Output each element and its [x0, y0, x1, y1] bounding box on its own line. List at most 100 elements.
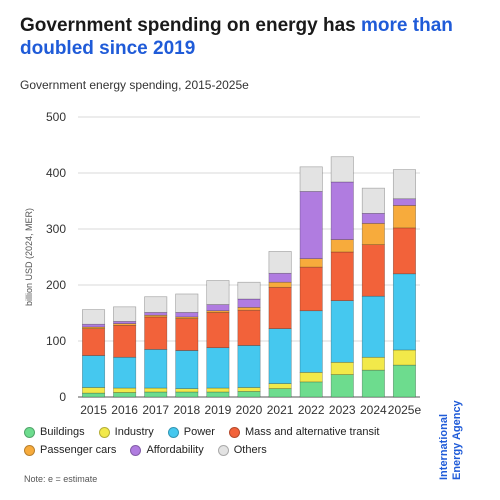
chart-subtitle: Government energy spending, 2015-2025e: [20, 78, 249, 92]
bar-segment: [113, 387, 137, 393]
bar-segment: [392, 169, 416, 200]
bar-segment: [237, 298, 261, 308]
bar-segment: [361, 244, 385, 297]
bar-segment: [113, 306, 137, 322]
bar-segment: [113, 392, 137, 398]
y-tick-label: 200: [46, 278, 66, 292]
bar-segment: [144, 387, 168, 393]
x-tick-label: 2015: [80, 403, 107, 417]
bar-segment: [361, 369, 385, 398]
x-tick-label: 2021: [267, 403, 294, 417]
bar-segment: [361, 187, 385, 214]
bar-segment: [330, 300, 354, 363]
bar-segment: [268, 251, 292, 274]
x-tick-label: 2020: [236, 403, 263, 417]
bar-segment: [82, 355, 106, 388]
bar-segment: [330, 361, 354, 375]
bar-segment: [268, 286, 292, 329]
bar-segment: [299, 191, 323, 259]
bar-segment: [392, 205, 416, 229]
bar-segment: [330, 374, 354, 398]
legend-swatch: [98, 426, 110, 438]
legend-item: Power: [167, 426, 215, 438]
bar-segment: [237, 387, 261, 392]
legend-label: Affordability: [146, 444, 204, 456]
x-tick-label: 2018: [173, 403, 200, 417]
bar-segment: [144, 312, 168, 316]
bar-segment: [113, 321, 137, 324]
bar-segment: [206, 347, 230, 389]
bar-segment: [361, 356, 385, 371]
x-tick-label: 2024: [360, 403, 387, 417]
legend-label: Buildings: [40, 426, 85, 438]
bar-segment: [206, 387, 230, 393]
x-tick-label: 2019: [205, 403, 232, 417]
legend-label: Power: [183, 426, 215, 438]
title-highlight: more than doubled since 2019: [20, 15, 453, 59]
legend-swatch: [130, 444, 142, 456]
chart-title: Government spending on energy has more t…: [20, 14, 480, 60]
y-tick-label: 500: [46, 110, 66, 124]
bar-segment: [392, 227, 416, 275]
x-tick-label: 2016: [111, 403, 138, 417]
bar-segment: [237, 309, 261, 346]
bar-segment: [206, 391, 230, 398]
bar-segment: [144, 316, 168, 350]
legend-swatch: [24, 444, 35, 456]
bar-segment: [175, 388, 199, 393]
legend-label: Mass and alternative transit: [244, 426, 380, 438]
legend-item: Industry: [98, 426, 154, 438]
legend-item: Others: [217, 444, 267, 456]
bar-segment: [392, 349, 416, 366]
legend-item: Buildings: [24, 426, 85, 438]
bar-segment: [299, 258, 323, 268]
bar-segment: [268, 281, 292, 288]
legend-swatch: [167, 426, 179, 438]
bar-segment: [268, 272, 292, 283]
legend-row: Buildings Industry Power Mass and alternati…: [24, 426, 444, 438]
x-tick-label: 2023: [329, 403, 356, 417]
bar-segment: [268, 328, 292, 384]
y-tick-label: 400: [46, 166, 66, 180]
x-tick-label: 2017: [142, 403, 169, 417]
bar-segment: [392, 273, 416, 351]
bar-segment: [361, 213, 385, 224]
legend-item: Mass and alternative transit: [228, 426, 380, 438]
bar-segment: [237, 307, 261, 311]
bar-segment: [82, 323, 106, 328]
bar-segment: [330, 239, 354, 253]
legend-label: Passenger cars: [40, 444, 117, 456]
bar-segment: [237, 345, 261, 388]
footnote: Note: e = estimate: [24, 474, 98, 484]
bar-segment: [175, 312, 199, 318]
bar-segment: [82, 387, 106, 394]
y-tick-label: 300: [46, 222, 66, 236]
bar-segment: [206, 280, 230, 305]
bar-segment: [82, 309, 106, 325]
bar-segment: [237, 281, 261, 300]
bar-segment: [299, 381, 323, 398]
x-tick-label: 2025e: [388, 403, 422, 417]
legend-label: Others: [233, 444, 267, 456]
bar-segment: [268, 388, 292, 398]
bar-segment: [175, 293, 199, 313]
bar-segment: [206, 304, 230, 312]
legend-label: Industry: [114, 426, 154, 438]
legend-item: Passenger cars: [24, 444, 116, 456]
y-tick-label: 100: [46, 334, 66, 348]
bar-segment: [144, 296, 168, 313]
brand-line-1: International: [438, 413, 450, 480]
legend-row: Passenger cars Affordability Others: [24, 444, 444, 456]
bar-segment: [361, 223, 385, 245]
bar-segment: [144, 349, 168, 389]
bar-segment: [268, 383, 292, 389]
bar-segment: [392, 198, 416, 206]
bar-segment: [175, 391, 199, 398]
bar-segment: [175, 350, 199, 389]
bar-segment: [392, 364, 416, 398]
bar-segment: [175, 318, 199, 351]
bar-segment: [144, 391, 168, 398]
bar-segment: [237, 391, 261, 398]
brand-line-2: Energy Agency: [451, 400, 463, 480]
